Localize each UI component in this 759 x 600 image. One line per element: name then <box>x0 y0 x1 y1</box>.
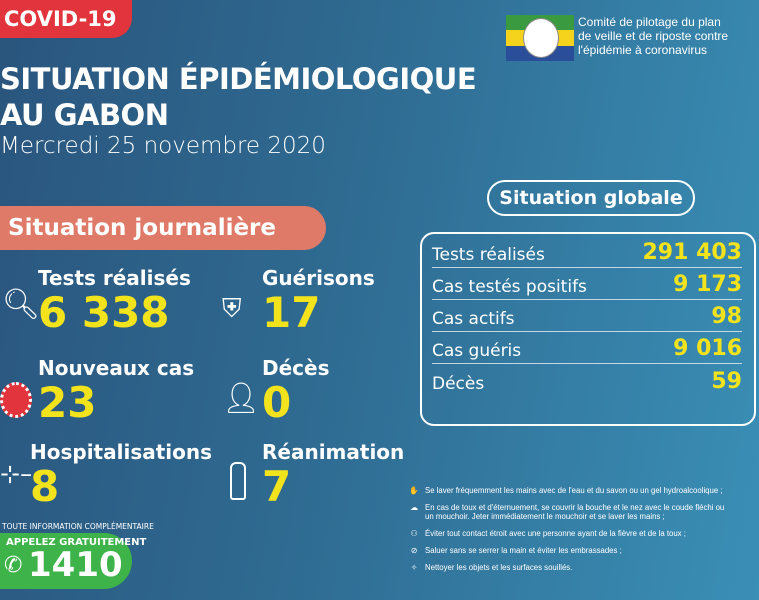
org-line: Comité de pilotage du plan <box>578 15 721 29</box>
stat-value: 7 <box>262 462 292 511</box>
distance-icon: ⚇ <box>410 529 418 538</box>
tip-text: Se laver fréquemment les mains avec de l… <box>425 486 723 495</box>
stat-label: Hospitalisations <box>30 440 213 464</box>
covid-badge: COVID-19 <box>0 0 132 38</box>
org-line: de veille et de riposte contre <box>578 29 729 43</box>
stat-label: Nouveaux cas <box>38 356 195 380</box>
table-row: Tests réalisés 291 403 <box>432 238 742 268</box>
hotline-call-text: APPELEZ GRATUITEMENT <box>6 537 147 548</box>
stat-value: 8 <box>30 462 60 511</box>
tip-line: un mouchoir. Jeter immédiatement le mouc… <box>425 512 665 521</box>
tip-text: Nettoyer les objets et les surfaces soui… <box>425 563 573 572</box>
tip-item: ✧ Nettoyer les objets et les surfaces sou… <box>408 563 756 572</box>
table-row: Cas testés positifs 9 173 <box>432 270 742 300</box>
stat-label: Réanimation <box>262 440 405 464</box>
page-title-country: AU GABON <box>0 98 169 132</box>
table-row: Cas actifs 98 <box>432 302 742 332</box>
person-cross-icon: 👤︎ <box>222 381 261 416</box>
virus-icon <box>0 382 32 418</box>
tip-item: ⊘ Saluer sans se serrer la main et éviter… <box>408 546 756 555</box>
tip-item: ⚇ Éviter tout contact étroit avec une per… <box>408 529 756 538</box>
table-row: Décès 59 <box>432 366 742 396</box>
stat-value: 0 <box>262 378 292 427</box>
row-value: 291 403 <box>642 240 742 265</box>
stat-label: Tests réalisés <box>38 266 191 290</box>
daily-title: Situation journalière <box>0 206 326 250</box>
stat-label: Guérisons <box>262 266 375 290</box>
date: Mercredi 25 novembre 2020 <box>0 133 326 159</box>
row-label: Cas guéris <box>432 341 522 361</box>
hotline-banner[interactable] <box>0 533 132 589</box>
tips-list: ✋ Se laver fréquemment les mains avec de … <box>408 486 756 572</box>
stat-label: Décès <box>262 356 330 380</box>
seal-icon <box>523 18 559 58</box>
handwash-icon: ✋ <box>409 486 419 495</box>
magnifier-icon: 🔍︎ <box>2 287 41 322</box>
tip-item: ✋ Se laver fréquemment les mains avec de … <box>408 486 756 495</box>
row-label: Décès <box>432 374 485 394</box>
stat-value: 6 338 <box>38 288 170 337</box>
sneeze-icon: ☁ <box>410 503 418 512</box>
stat-value: 23 <box>38 378 97 427</box>
row-value: 9 173 <box>673 272 742 297</box>
row-value: 59 <box>711 369 742 394</box>
tip-item: ☁ En cas de toux et d'éternuement, se cou… <box>408 503 756 521</box>
stat-value: 17 <box>262 288 321 337</box>
no-handshake-icon: ⊘ <box>410 546 418 555</box>
row-value: 98 <box>711 304 742 329</box>
organization-name: Comité de pilotage du plan de veille et … <box>578 15 757 57</box>
gabon-flag-logo <box>506 15 574 61</box>
tip-line: En cas de toux et d'éternuement, se couv… <box>425 503 725 512</box>
global-title: Situation globale <box>487 180 695 216</box>
hospital-bed-icon: ⊹– <box>0 460 33 488</box>
oxygen-tank-icon <box>230 462 246 500</box>
phone-icon: ✆ <box>4 553 23 578</box>
shield-cross-icon: ⛨ <box>222 294 242 324</box>
cleaning-icon: ✧ <box>410 563 418 572</box>
org-line: l'épidémie à coronavirus <box>578 43 708 57</box>
row-label: Tests réalisés <box>432 245 545 265</box>
tip-text: En cas de toux et d'éternuement, se couv… <box>425 503 724 521</box>
info-text: TOUTE INFORMATION COMPLÉMENTAIRE <box>2 522 154 531</box>
tip-text: Saluer sans se serrer la main et éviter … <box>425 546 622 555</box>
row-label: Cas actifs <box>432 309 515 329</box>
row-value: 9 016 <box>673 336 742 361</box>
row-label: Cas testés positifs <box>432 277 587 297</box>
hotline-number[interactable]: 1410 <box>28 545 123 585</box>
page-title: SITUATION ÉPIDÉMIOLOGIQUE <box>0 62 477 96</box>
table-row: Cas guéris 9 016 <box>432 334 742 364</box>
global-table: Tests réalisés 291 403 Cas testés positif… <box>420 232 756 426</box>
tip-text: Éviter tout contact étroit avec une pers… <box>425 529 686 538</box>
